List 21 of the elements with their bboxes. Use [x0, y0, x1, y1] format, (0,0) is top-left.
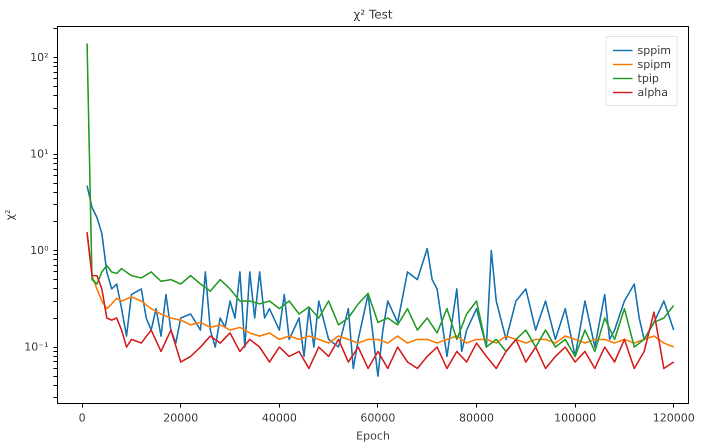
line-series: [86, 42, 675, 358]
line-series: [86, 231, 675, 370]
x-tick-label: 100000: [554, 412, 596, 424]
legend-label: tpip: [638, 71, 659, 85]
x-tick-label: 20000: [163, 412, 198, 424]
x-tick-label: 40000: [262, 412, 297, 424]
x-tick-label: 0: [78, 412, 86, 424]
y-tick-label: 10⁻¹: [24, 340, 49, 354]
y-tick-label: 10⁰: [30, 244, 50, 258]
y-tick-label: 10¹: [30, 148, 49, 161]
x-tick-label: 60000: [360, 412, 396, 424]
x-axis-title: Epoch: [356, 430, 390, 442]
x-tick-label: 120000: [652, 412, 695, 424]
legend-label: alpha: [638, 85, 668, 99]
x-tick-label: 80000: [459, 412, 494, 424]
line-series: [86, 184, 675, 377]
legend-label: spipm: [638, 57, 671, 71]
legend-label: sppim: [638, 43, 671, 57]
chart-title: χ² Test: [353, 8, 393, 22]
y-axis-title: χ²: [3, 210, 16, 220]
y-tick-label: 10²: [30, 51, 49, 64]
